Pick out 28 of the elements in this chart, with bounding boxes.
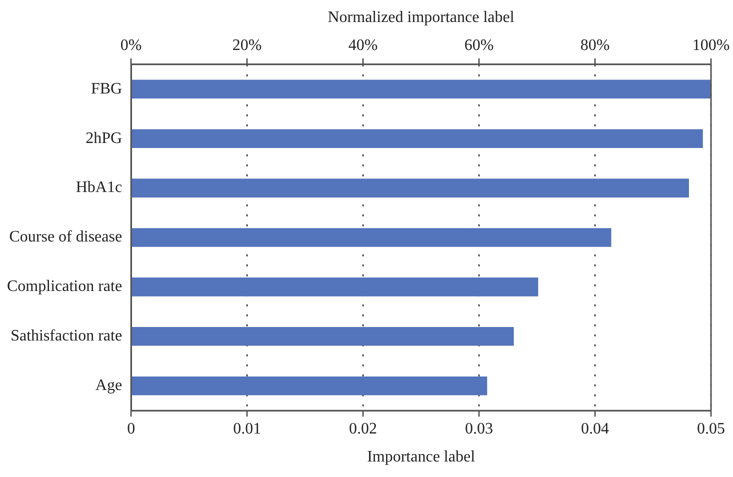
x-tick-label: 0.02 <box>349 420 378 438</box>
y-tick-label: Age <box>95 377 122 394</box>
y-tick-label: HbA1c <box>76 179 122 196</box>
y-tick-label: 2hPG <box>86 130 123 147</box>
bar <box>132 278 538 296</box>
x2-tick-label: 100% <box>692 37 730 54</box>
x-tick-label: 0.05 <box>697 420 725 438</box>
x2-tick-label: 40% <box>348 37 378 54</box>
x2-tick-label: 20% <box>232 37 262 54</box>
x-tick-label: 0 <box>127 420 136 438</box>
bar <box>132 376 488 396</box>
bar <box>132 129 703 148</box>
y-tick-label: Course of disease <box>9 228 122 246</box>
x-axis-title: Importance label <box>367 448 476 466</box>
x-tick-label: 0.03 <box>465 420 494 438</box>
y-tick-label: Complication rate <box>7 278 122 296</box>
bar <box>132 80 711 99</box>
bar <box>132 327 514 346</box>
bar <box>132 178 689 198</box>
x-tick-label: 0.04 <box>581 420 610 438</box>
x2-tick-label: 0% <box>120 37 142 54</box>
x2-tick-label: 80% <box>580 37 610 54</box>
y-tick-label: FBG <box>90 80 123 98</box>
x2-axis-title: Normalized importance label <box>328 8 515 26</box>
x2-tick-label: 60% <box>464 37 494 54</box>
x-tick-label: 0.01 <box>233 420 262 438</box>
y-tick-label: Sathisfaction rate <box>10 328 122 345</box>
bar <box>132 228 612 247</box>
